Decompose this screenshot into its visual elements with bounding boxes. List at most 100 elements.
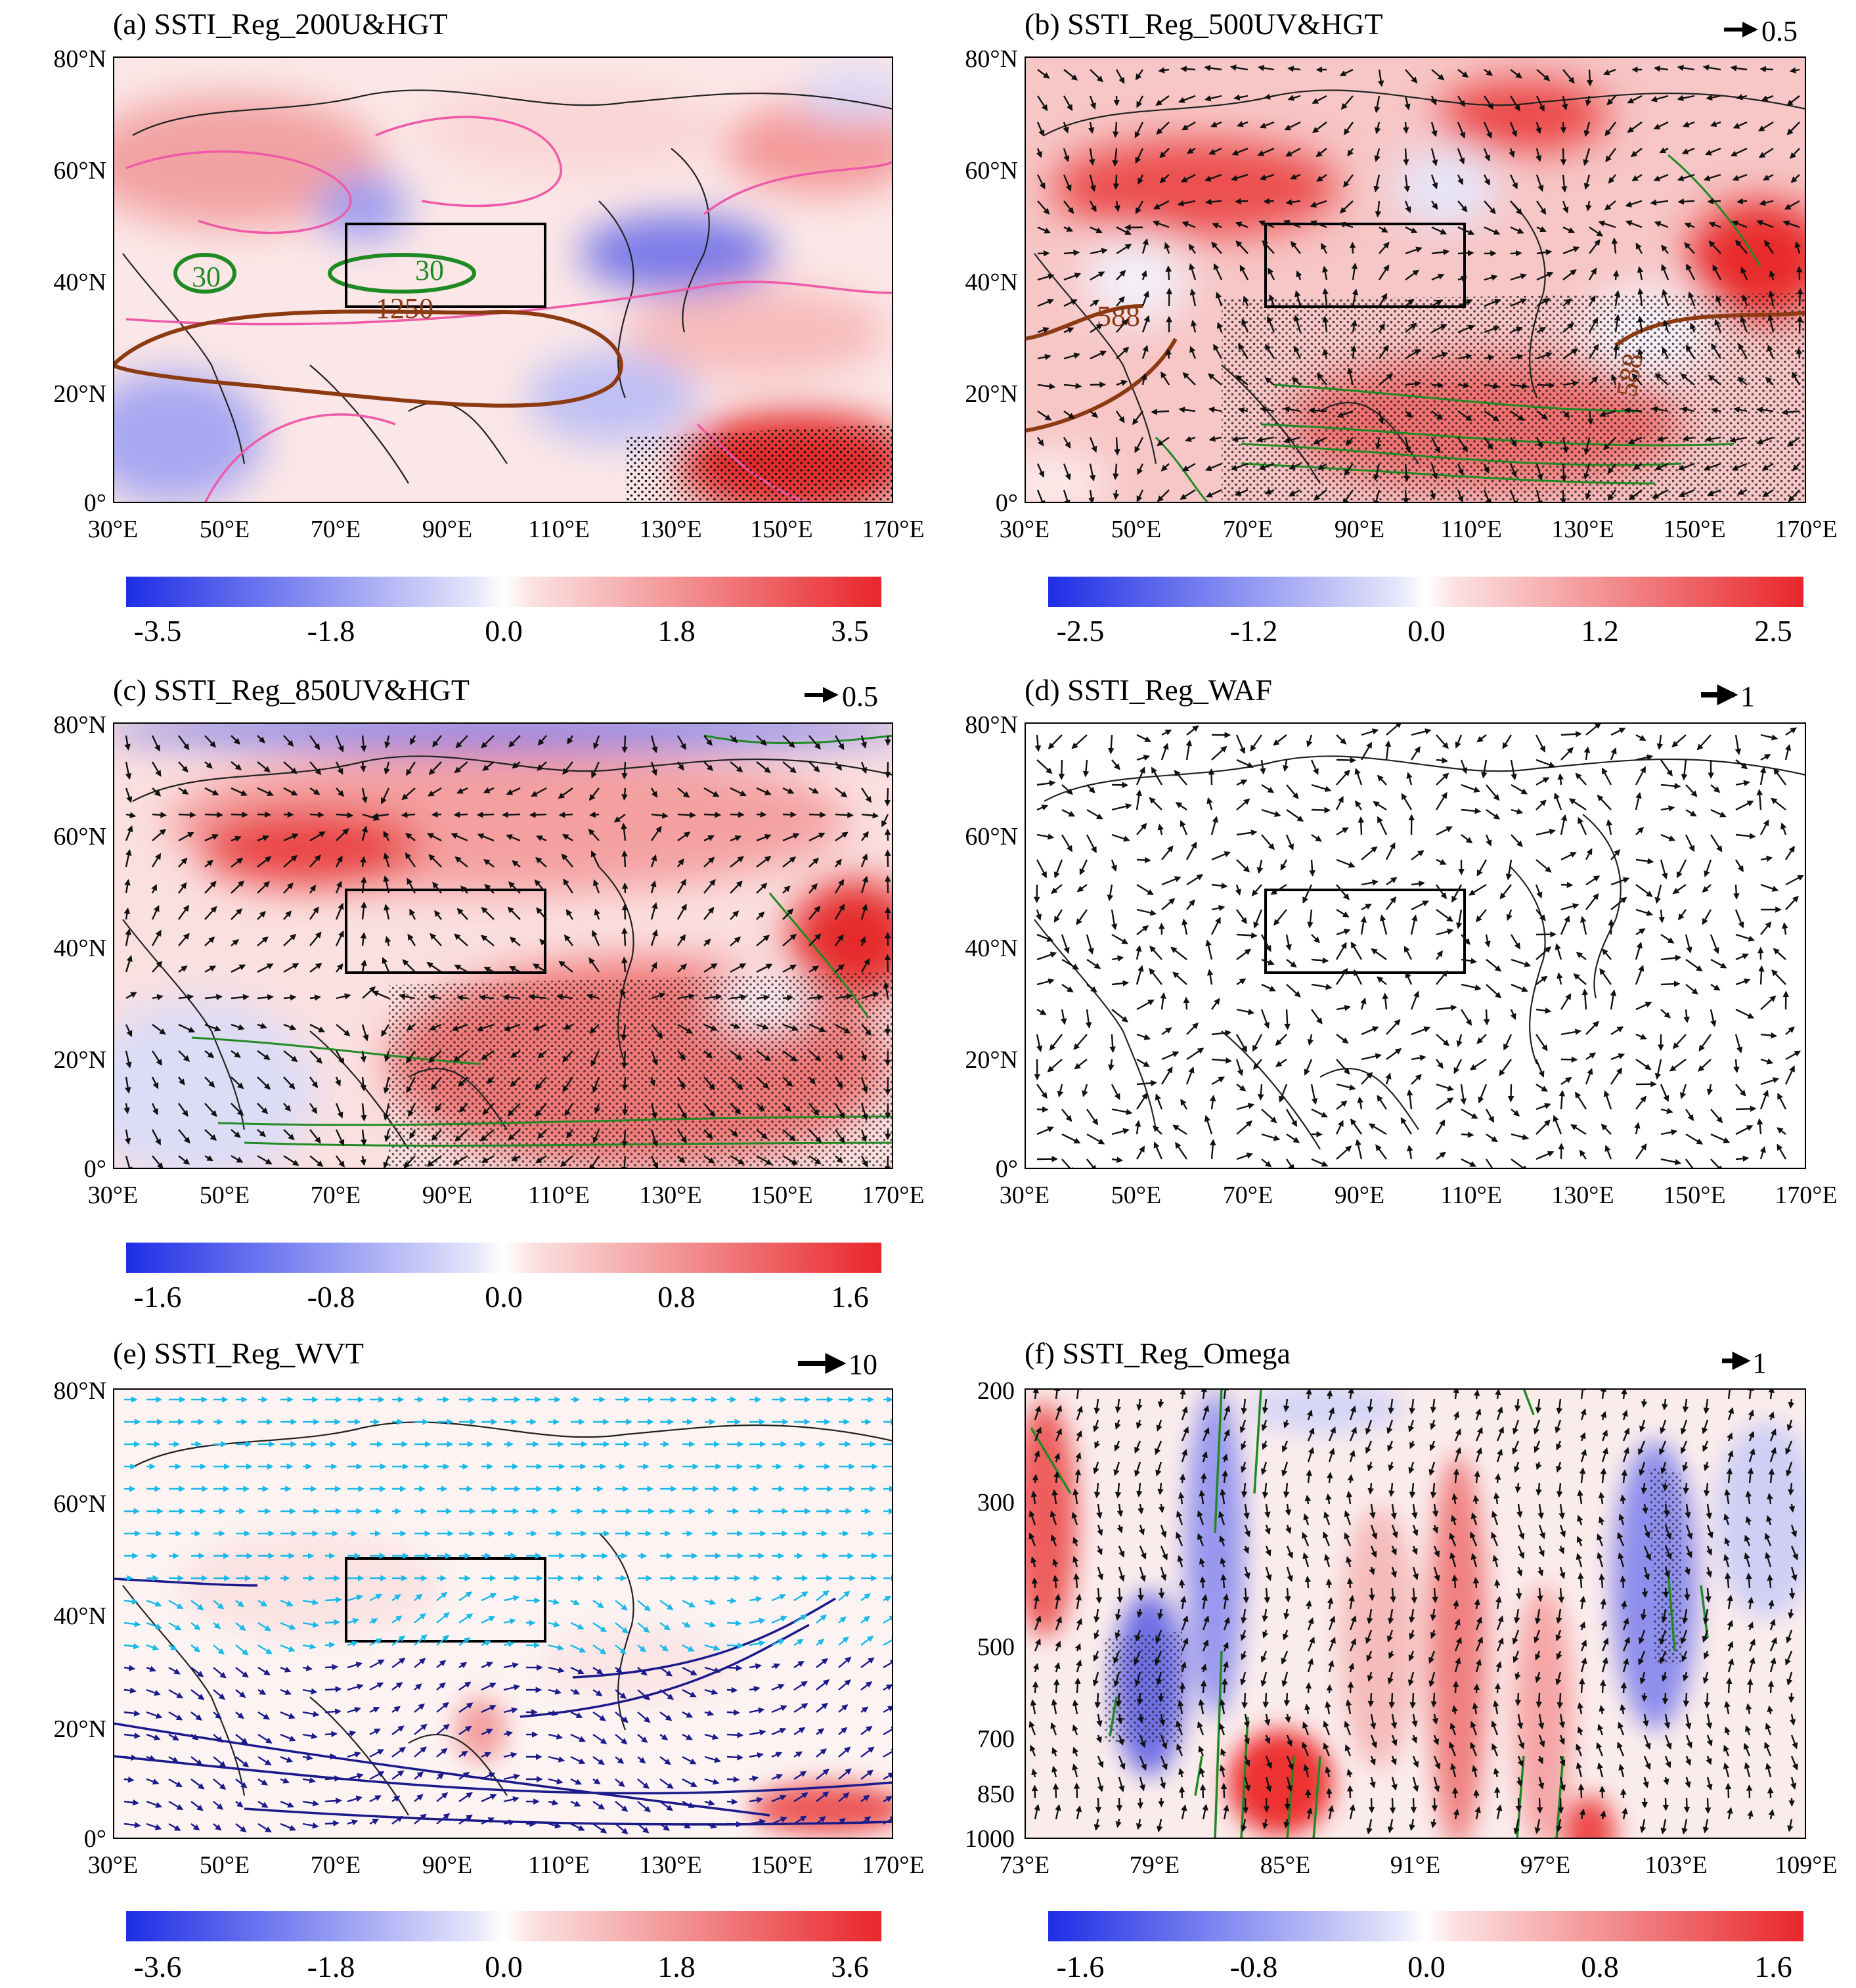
wind-vector <box>1158 1587 1165 1599</box>
wind-vector <box>1241 318 1249 333</box>
wind-vector <box>1113 463 1119 480</box>
wind-vector <box>1178 95 1196 103</box>
wind-vector <box>1090 381 1106 388</box>
wind-vector <box>1536 352 1553 360</box>
panel-a-lat-ticks: 80°N 60°N 40°N 20°N 0° <box>53 45 106 517</box>
level-tick-label: 1000 <box>965 1825 1015 1853</box>
wind-vector <box>1208 407 1222 413</box>
wind-vector <box>1560 148 1567 166</box>
wind-vector <box>1494 1683 1501 1694</box>
wind-vector <box>1786 121 1800 135</box>
wind-vector <box>1509 437 1517 447</box>
wind-vector <box>1053 1470 1060 1484</box>
colorbar-label: -1.8 <box>307 1950 355 1983</box>
level-tick-label: 850 <box>977 1780 1015 1808</box>
lon-tick-label: 170°E <box>1775 1182 1837 1209</box>
panel-e-colorbar <box>126 1911 881 1941</box>
wind-vector <box>1510 69 1522 79</box>
wind-vector <box>1484 437 1493 451</box>
wind-vector <box>1377 69 1384 87</box>
wind-vector <box>1677 95 1695 102</box>
panel-b-colorbar <box>1048 577 1803 607</box>
wind-vector <box>1536 382 1555 389</box>
wind-vector <box>1258 220 1275 229</box>
wind-vector <box>1235 240 1248 254</box>
wind-vector <box>152 812 167 818</box>
wind-vector <box>1457 174 1463 185</box>
panel-c-colorbar-labels: -1.6 -0.8 0.0 0.8 1.6 <box>134 1280 869 1314</box>
wind-vector <box>1606 95 1616 106</box>
wind-vector <box>1627 121 1643 133</box>
level-tick-label: 300 <box>977 1489 1015 1516</box>
wind-vector <box>1654 221 1669 229</box>
wind-vector <box>1536 437 1543 449</box>
colorbar-label: -3.6 <box>134 1950 182 1983</box>
lon-tick-label: 79°E <box>1130 1851 1180 1879</box>
wind-vector <box>1153 200 1170 210</box>
lon-tick-label: 170°E <box>862 1851 924 1879</box>
wind-vector <box>1484 298 1501 307</box>
panel-f-colorbar-labels: -1.6 -0.8 0.0 0.8 1.6 <box>1057 1950 1792 1983</box>
lon-tick-label: 150°E <box>750 516 812 543</box>
lon-tick-label: 70°E <box>311 1851 361 1879</box>
wind-vector <box>1264 93 1275 100</box>
colorbar-label: -3.5 <box>134 614 182 648</box>
wind-vector <box>1114 437 1120 456</box>
lat-tick-label: 80°N <box>53 45 106 73</box>
wind-vector <box>1141 345 1149 359</box>
wind-vector <box>1107 734 1115 755</box>
panel-e-colorbar-labels: -3.6 -1.8 0.0 1.8 3.6 <box>134 1950 869 1983</box>
wind-vector <box>1560 121 1567 134</box>
wind-vector <box>1707 198 1721 205</box>
wind-vector <box>1431 200 1438 210</box>
wind-vector <box>1733 121 1748 129</box>
lat-tick-label: 40°N <box>53 1602 106 1630</box>
lon-tick-label: 30°E <box>1000 516 1050 543</box>
panel-b-lat-ticks: 80°N 60°N 40°N 20°N 0° <box>965 45 1018 517</box>
wind-vector <box>1089 174 1096 192</box>
wind-vector <box>1473 1683 1480 1694</box>
wind-vector <box>1637 315 1644 333</box>
wind-vector <box>1179 1473 1186 1484</box>
panel-a-colorbar <box>126 577 881 607</box>
wind-vector <box>1560 463 1567 482</box>
lat-tick-label: 0° <box>996 489 1018 517</box>
lon-tick-label: 85°E <box>1260 1851 1310 1879</box>
wind-vector <box>1682 121 1695 127</box>
wind-vector <box>283 811 294 818</box>
wind-vector <box>1562 69 1575 84</box>
wind-vector <box>1457 148 1465 165</box>
wind-vector <box>1141 290 1149 307</box>
wind-vector <box>1562 437 1569 454</box>
wind-vector <box>1316 174 1327 182</box>
wind-vector <box>1337 410 1354 418</box>
wind-vector <box>1560 730 1582 738</box>
wind-vector <box>1630 148 1643 158</box>
wind-vector <box>1242 1798 1249 1814</box>
wind-vector <box>1268 294 1275 307</box>
wind-vector <box>1157 1482 1164 1495</box>
wind-vector <box>1768 290 1775 307</box>
wind-vector <box>1686 263 1696 280</box>
wind-vector <box>726 1643 744 1649</box>
wind-vector <box>1310 200 1327 208</box>
wind-vector <box>1347 148 1354 157</box>
wind-vector <box>1493 1786 1501 1799</box>
panel-f-colorbar <box>1048 1911 1803 1941</box>
wind-vector <box>1688 291 1696 307</box>
wind-vector <box>1378 410 1384 425</box>
wind-vector <box>1431 410 1444 420</box>
wind-vector <box>1263 1798 1270 1813</box>
wind-vector <box>1763 173 1774 181</box>
wind-vector <box>1265 343 1275 359</box>
wind-vector <box>1436 757 1449 764</box>
wind-vector <box>1536 69 1551 81</box>
wind-vector <box>1736 94 1748 100</box>
wind-vector <box>1605 148 1616 163</box>
panel-c-title: (c) SSTI_Reg_850UV&HGT <box>113 673 470 707</box>
wind-vector <box>1769 270 1775 280</box>
colorbar-label: 1.2 <box>1581 614 1619 648</box>
wind-vector <box>1402 121 1409 134</box>
wind-vector <box>1788 1503 1796 1513</box>
wind-vector <box>589 811 600 818</box>
